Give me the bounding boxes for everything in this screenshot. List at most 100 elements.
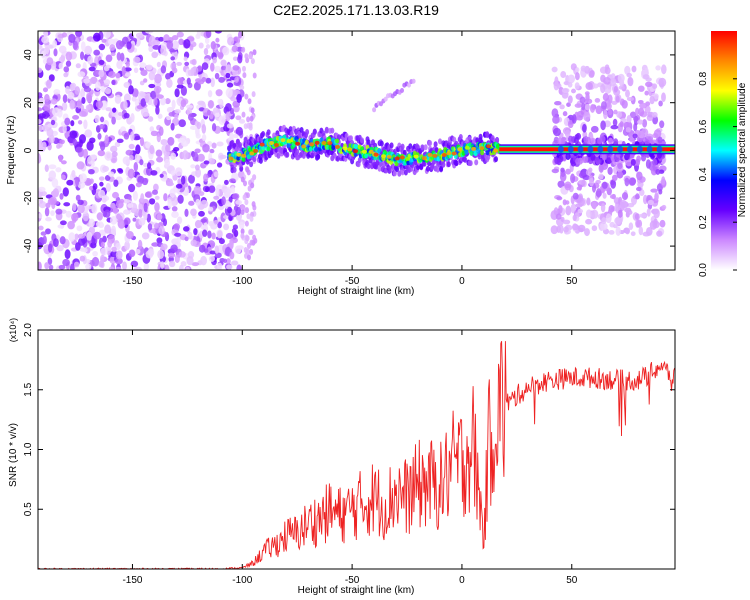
spectrogram-cell xyxy=(226,82,234,88)
spectrogram-cell xyxy=(280,138,286,143)
spectrogram-cell xyxy=(608,137,614,145)
spectrogram-cell xyxy=(647,199,654,206)
spectrogram-cell xyxy=(646,145,653,153)
spectrogram-cell xyxy=(170,170,176,176)
spectrogram-cell xyxy=(555,213,562,220)
spectrogram-cell xyxy=(111,116,116,125)
spectrogram-cell xyxy=(38,113,47,119)
spectrogram-cell xyxy=(616,111,623,119)
spectrogram-cell xyxy=(578,228,584,233)
spectrogram-cell xyxy=(480,150,485,156)
spectrogram-cell xyxy=(124,240,130,251)
spectrogram-cell xyxy=(408,143,413,150)
spectrogram-cell xyxy=(83,148,88,159)
spectrogram-cell xyxy=(644,90,649,96)
spectrogram-cell xyxy=(84,129,93,138)
spectrogram-cell xyxy=(160,261,165,269)
spectrogram-cell xyxy=(638,226,644,236)
spectrogram-cell xyxy=(584,91,590,96)
spectrogram-cell xyxy=(205,77,212,84)
snr-x-ticks: -150 -100 -50 0 50 xyxy=(122,330,578,586)
spectrogram-cell xyxy=(89,137,96,144)
spectrogram-cell xyxy=(174,113,179,120)
spectrogram-cell xyxy=(38,153,41,164)
spectrogram-cell xyxy=(156,61,161,68)
spectrogram-cell xyxy=(567,81,573,88)
spectrogram-cell xyxy=(389,142,394,149)
spectrogram-cell xyxy=(258,157,263,164)
spectrogram-cell xyxy=(274,143,279,147)
spectrogram-cell xyxy=(187,231,193,240)
spectrogram-cell xyxy=(413,154,419,159)
spectrogram-cell xyxy=(111,246,117,253)
spectrogram-cell xyxy=(87,55,93,65)
spectrogram-cell xyxy=(38,140,44,150)
spectrogram-cell xyxy=(47,257,53,265)
spectrogram-cell xyxy=(123,209,129,215)
spectrogram-cell xyxy=(454,160,459,166)
spectrogram-cell xyxy=(78,134,87,144)
spectrogram-cell xyxy=(88,169,95,175)
spectrogram-cell xyxy=(49,196,57,205)
spectrogram-cell xyxy=(244,220,249,227)
spectrogram-cell xyxy=(77,71,86,78)
spectrogram-cell xyxy=(335,144,340,149)
spectrogram-cell xyxy=(183,56,188,62)
spectrogram-cell xyxy=(229,178,236,184)
spectrogram-cell xyxy=(361,149,367,154)
spectrogram-cell xyxy=(176,84,184,89)
spectrogram-cell xyxy=(190,164,196,169)
spectrogram-cell xyxy=(171,206,178,212)
spectrogram-cell xyxy=(222,214,231,220)
spectrogram-cell xyxy=(559,224,564,234)
spectrogram-cell xyxy=(641,154,646,162)
spectrogram-cell xyxy=(200,218,207,223)
spectrogram-cell xyxy=(166,78,173,89)
spectrogram-cell xyxy=(579,96,586,104)
spectrogram-cell xyxy=(572,223,579,231)
spectrogram-cell xyxy=(59,139,65,145)
spectrogram-cell xyxy=(46,128,54,138)
spectrogram-cell xyxy=(239,165,244,172)
spectrogram-cell xyxy=(575,67,580,73)
spectrogram-cell xyxy=(241,46,246,53)
spectrogram-cell xyxy=(215,89,223,97)
spectrogram-cell xyxy=(342,146,348,151)
spectrogram-cell xyxy=(585,169,592,176)
spectrogram-cell xyxy=(653,93,659,100)
spectrogram-cell xyxy=(195,198,201,206)
spectrogram-cell xyxy=(151,51,159,59)
spectrogram-cell xyxy=(589,177,594,187)
spectrogram-cell xyxy=(649,95,655,105)
spectrogram-cell xyxy=(134,153,140,163)
spectrogram-cell xyxy=(625,209,633,215)
spectrogram-cell xyxy=(110,225,117,236)
spectrogram-cell xyxy=(171,211,179,219)
spectrogram-y-tick-label: 0 xyxy=(23,147,34,153)
spectrogram-cell xyxy=(608,230,615,235)
spectrogram-cell xyxy=(451,151,457,156)
spectrogram-cell xyxy=(76,225,83,232)
spectrogram-cell xyxy=(221,196,226,206)
spectrogram-cell xyxy=(134,135,141,141)
spectrogram-cell xyxy=(208,255,215,262)
spectrogram-cell xyxy=(67,220,75,230)
spectrogram-cell xyxy=(171,67,178,74)
spectrogram-cell xyxy=(160,97,166,106)
spectrogram-x-tick-label: 0 xyxy=(459,276,465,287)
spectrogram-cell xyxy=(331,145,336,151)
spectrogram-cell xyxy=(446,161,451,168)
spectrogram-cell xyxy=(583,135,589,143)
spectrogram-cell xyxy=(305,129,310,135)
spectrogram-cell xyxy=(104,151,113,161)
spectrogram-cell xyxy=(191,58,197,66)
spectrogram-cell xyxy=(126,41,132,50)
spectrogram-cell xyxy=(201,124,207,134)
spectrogram-cell xyxy=(468,160,473,167)
spectrogram-cell xyxy=(377,148,382,153)
spectrogram-cell xyxy=(133,67,139,74)
spectrogram-cell xyxy=(82,247,88,253)
spectrogram-cell xyxy=(423,144,428,151)
spectrogram-cell xyxy=(207,230,212,239)
spectrogram-cell xyxy=(61,102,68,111)
